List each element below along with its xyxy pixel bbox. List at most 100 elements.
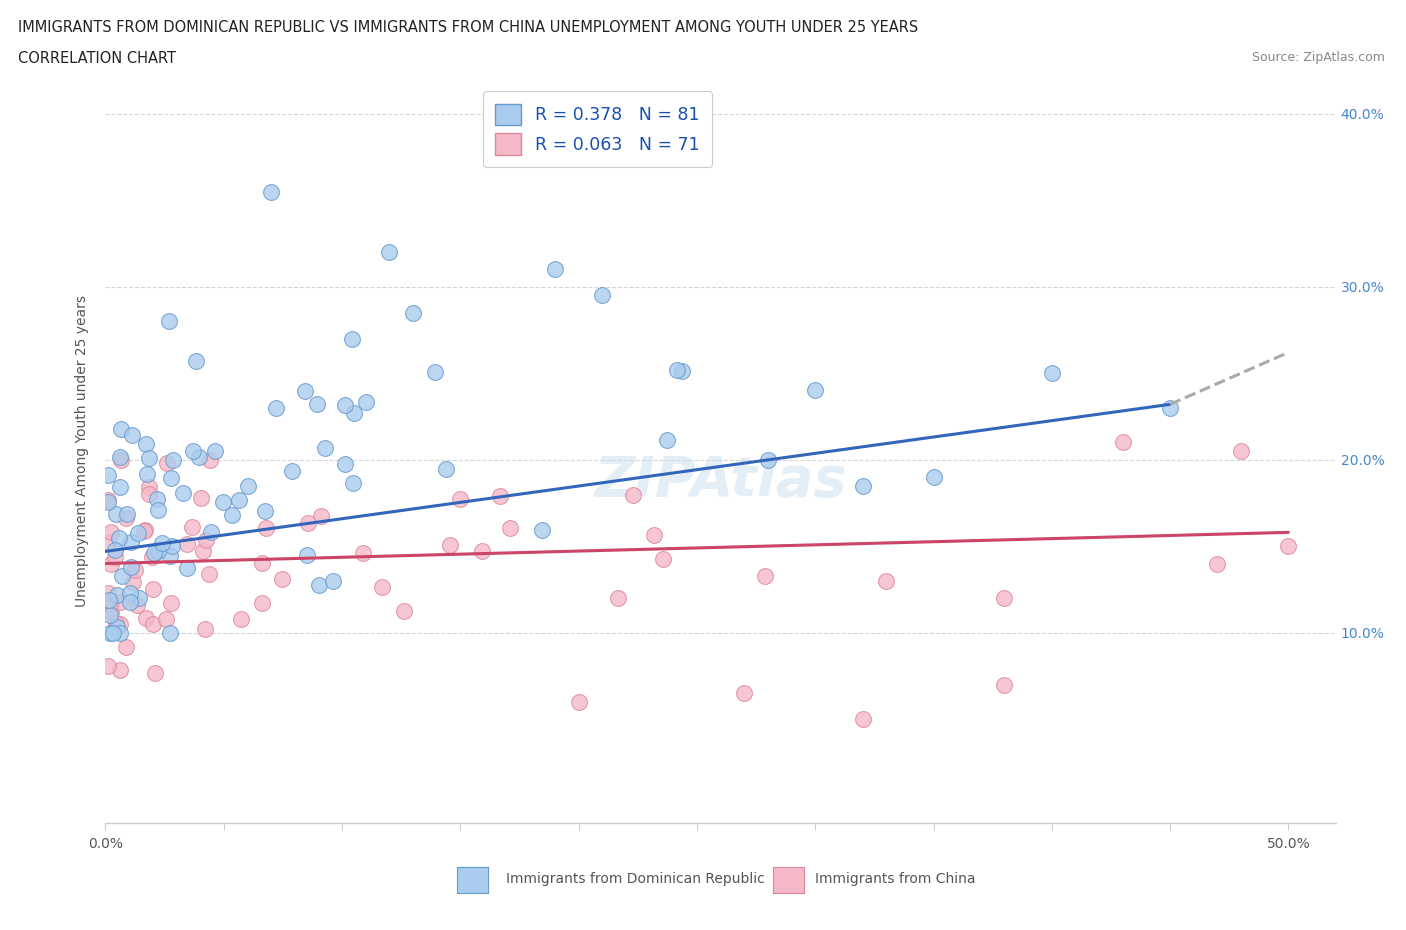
Point	[204, 443, 226, 458]
Point	[181, 520, 204, 535]
Point	[142, 582, 165, 597]
Point	[142, 617, 165, 631]
Text: Source: ZipAtlas.com: Source: ZipAtlas.com	[1251, 51, 1385, 64]
Point	[754, 569, 776, 584]
Point	[141, 550, 163, 565]
Point	[143, 666, 166, 681]
Point	[98, 597, 121, 612]
Text: CORRELATION CHART: CORRELATION CHART	[18, 51, 176, 66]
Point	[101, 625, 124, 640]
Point	[146, 503, 169, 518]
Point	[127, 525, 149, 540]
Point	[606, 591, 628, 605]
Point	[756, 452, 779, 467]
Point	[875, 574, 897, 589]
Point	[651, 552, 673, 567]
Point	[108, 617, 131, 631]
Point	[370, 579, 392, 594]
Point	[340, 331, 363, 346]
Point	[120, 535, 142, 550]
Point	[402, 305, 425, 320]
Point	[98, 625, 121, 640]
Point	[378, 245, 401, 259]
Text: IMMIGRANTS FROM DOMINICAN REPUBLIC VS IMMIGRANTS FROM CHINA UNEMPLOYMENT AMONG Y: IMMIGRANTS FROM DOMINICAN REPUBLIC VS IM…	[18, 20, 918, 35]
Point	[544, 262, 567, 277]
Point	[804, 383, 827, 398]
Point	[425, 364, 447, 379]
Point	[110, 452, 132, 467]
Point	[270, 572, 292, 587]
Point	[159, 625, 181, 640]
Legend: R = 0.378   N = 81, R = 0.063   N = 71: R = 0.378 N = 81, R = 0.063 N = 71	[484, 91, 711, 166]
Point	[643, 527, 665, 542]
Text: Immigrants from China: Immigrants from China	[815, 871, 976, 886]
Point	[134, 523, 156, 538]
Point	[97, 586, 120, 601]
Point	[439, 538, 461, 552]
Point	[159, 549, 181, 564]
Point	[160, 538, 183, 553]
Point	[221, 508, 243, 523]
Point	[104, 550, 127, 565]
Point	[308, 578, 330, 592]
Point	[97, 492, 120, 507]
Point	[124, 562, 146, 577]
Point	[229, 611, 252, 626]
Point	[110, 662, 132, 677]
Point	[993, 677, 1015, 692]
Text: Immigrants from Dominican Republic: Immigrants from Dominican Republic	[506, 871, 765, 886]
Point	[187, 449, 209, 464]
Point	[851, 478, 873, 493]
Point	[314, 441, 336, 456]
Point	[135, 611, 157, 626]
Point	[145, 492, 167, 507]
Point	[181, 443, 204, 458]
Point	[98, 607, 121, 622]
Point	[97, 592, 120, 607]
Point	[264, 400, 287, 415]
Point	[238, 479, 260, 494]
Point	[159, 471, 181, 485]
Point	[354, 395, 377, 410]
Point	[621, 487, 644, 502]
Point	[394, 603, 416, 618]
Point	[1040, 365, 1063, 380]
Point	[105, 507, 128, 522]
Point	[108, 594, 131, 609]
Point	[160, 595, 183, 610]
Point	[172, 485, 194, 500]
Point	[184, 353, 207, 368]
Point	[305, 396, 328, 411]
Point	[568, 695, 591, 710]
Point	[488, 489, 510, 504]
Point	[97, 468, 120, 483]
Point	[105, 616, 128, 631]
Point	[118, 585, 141, 600]
Point	[1230, 444, 1253, 458]
Point	[1206, 556, 1229, 571]
Point	[157, 313, 180, 328]
Point	[260, 184, 283, 199]
Point	[176, 561, 198, 576]
Point	[436, 461, 458, 476]
Point	[254, 521, 277, 536]
Point	[108, 450, 131, 465]
Point	[138, 480, 160, 495]
Point	[471, 543, 494, 558]
Point	[191, 543, 214, 558]
Point	[211, 495, 233, 510]
Point	[666, 362, 689, 377]
Point	[138, 450, 160, 465]
Point	[110, 422, 132, 437]
Point	[132, 524, 155, 538]
Point	[657, 432, 679, 447]
Point	[297, 548, 319, 563]
Point	[851, 711, 873, 726]
Point	[197, 567, 219, 582]
Point	[297, 515, 319, 530]
Point	[143, 546, 166, 561]
Point	[122, 575, 145, 590]
Point	[190, 491, 212, 506]
Point	[333, 398, 356, 413]
Point	[108, 625, 131, 640]
